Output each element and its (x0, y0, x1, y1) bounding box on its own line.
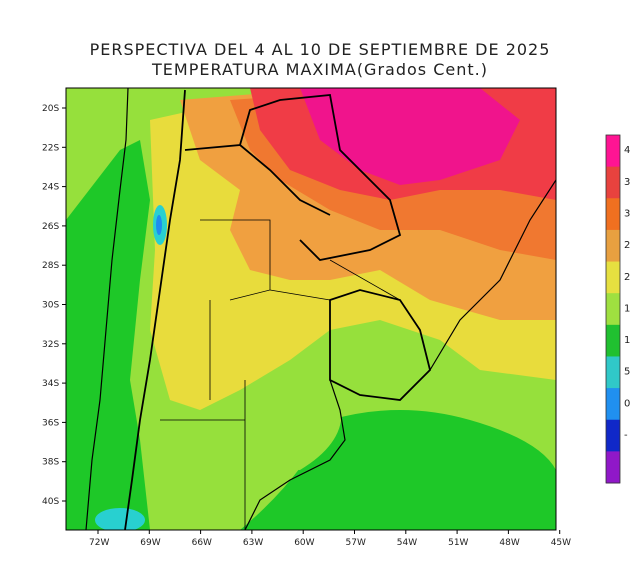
colorbar-swatch (606, 261, 620, 294)
temperature-field (66, 88, 556, 530)
colorbar-label: 1 (624, 303, 630, 314)
colorbar-label: 3 (624, 209, 630, 220)
lon-label: 45W (551, 538, 571, 548)
lat-label: 20S (42, 104, 59, 114)
colorbar-swatch (606, 419, 620, 452)
brazil-coastline (429, 179, 556, 371)
map-subtitle: TEMPERATURA MAXIMA(Grados Cent.) (152, 60, 488, 79)
colorbar-swatch (606, 293, 620, 326)
colorbar-label: 4 (624, 145, 630, 156)
pacific-coastline (85, 88, 129, 530)
argentina-north-border (184, 94, 402, 261)
lat-label: 32S (42, 340, 59, 350)
field-cyan-spot-south (95, 508, 145, 530)
lon-label: 66W (192, 538, 212, 548)
latitude-axis: 20S 22S 24S 26S 28S 30S 32S 34S 36S 38S 40S (42, 104, 66, 507)
lon-label: 57W (346, 538, 366, 548)
lat-label: 24S (42, 183, 59, 193)
colorbar-label: 1 (624, 335, 630, 346)
colorbar-label: 2 (624, 272, 630, 283)
colorbar-swatch (606, 135, 620, 168)
colorbar-label: 0 (624, 398, 630, 409)
colorbar-swatch (606, 451, 620, 484)
field-blue-spot (156, 215, 162, 235)
field-pampas-green (250, 397, 342, 470)
paraguay-border (239, 144, 331, 216)
colorbar-label: 3 (624, 177, 630, 188)
chile-argentina-border (124, 89, 186, 530)
lat-label: 34S (42, 379, 59, 389)
lat-label: 30S (42, 301, 59, 311)
colorbar-swatch (606, 229, 620, 263)
lat-label: 22S (42, 143, 59, 153)
colorbar: 4 3 3 2 2 1 1 5 0 - (605, 134, 630, 484)
lat-label: 28S (42, 261, 59, 271)
lon-label: 69W (140, 538, 160, 548)
lon-label: 48W (499, 538, 519, 548)
colorbar-swatch (606, 198, 620, 231)
colorbar-swatch (606, 388, 620, 421)
lon-label: 51W (448, 538, 468, 548)
map-title: PERSPECTIVA DEL 4 AL 10 DE SEPTIEMBRE DE… (89, 40, 551, 59)
colorbar-label: - (624, 430, 628, 441)
colorbar-frame (605, 134, 621, 484)
colorbar-label: 2 (624, 240, 630, 251)
lon-label: 63W (243, 538, 263, 548)
longitude-axis: 72W 69W 66W 63W 60W 57W 54W 51W 48W 45W (89, 530, 571, 548)
lon-label: 54W (397, 538, 417, 548)
lat-label: 36S (42, 418, 59, 428)
lat-label: 26S (42, 222, 59, 232)
lon-label: 72W (89, 538, 109, 548)
lat-label: 38S (42, 458, 59, 468)
lon-label: 60W (294, 538, 314, 548)
uruguay-border (329, 289, 431, 401)
plot-frame (65, 87, 557, 531)
field-magenta (300, 88, 520, 185)
lat-label: 40S (42, 497, 59, 507)
field-andes-green (66, 140, 150, 530)
colorbar-swatch (606, 166, 620, 199)
colorbar-swatch (606, 356, 620, 389)
province-borders (160, 219, 401, 530)
colorbar-swatch (606, 324, 620, 357)
colorbar-label: 5 (624, 367, 630, 378)
atlantic-coastline (244, 379, 346, 530)
